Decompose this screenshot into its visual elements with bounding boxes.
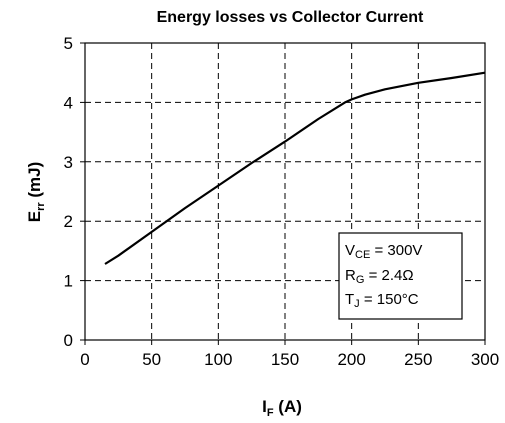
annotation-line-3: TJ = 150°C bbox=[345, 291, 419, 310]
x-axis-ticks: 0 50 100 150 200 250 300 bbox=[80, 340, 499, 369]
y-tick-label: 5 bbox=[64, 34, 73, 53]
x-axis-label-text: IF (A) bbox=[262, 397, 302, 419]
y-axis-ticks: 0 1 2 3 4 5 bbox=[64, 34, 85, 350]
annotation-line-1: VCE = 300V bbox=[345, 242, 422, 261]
y-tick-label: 3 bbox=[64, 153, 73, 172]
x-tick-label: 250 bbox=[404, 350, 432, 369]
x-tick-label: 150 bbox=[271, 350, 299, 369]
chart-title: Energy losses vs Collector Current bbox=[157, 9, 424, 26]
series-line bbox=[104, 71, 486, 265]
x-tick-label: 50 bbox=[142, 350, 161, 369]
y-axis-label: Err (mJ) bbox=[25, 162, 47, 223]
y-tick-label: 0 bbox=[64, 331, 73, 350]
y-tick-label: 1 bbox=[64, 272, 73, 291]
annotation-box: VCE = 300V RG = 2.4Ω TJ = 150°C bbox=[338, 232, 463, 320]
y-tick-label: 4 bbox=[64, 93, 73, 112]
x-tick-label: 0 bbox=[80, 350, 89, 369]
x-tick-label: 200 bbox=[337, 350, 365, 369]
y-tick-label: 2 bbox=[64, 212, 73, 231]
annotation-line-2: RG = 2.4Ω bbox=[345, 267, 414, 286]
x-tick-label: 300 bbox=[471, 350, 499, 369]
annotation-frame bbox=[338, 232, 463, 320]
y-axis-label-text: Err (mJ) bbox=[25, 162, 47, 223]
x-axis-label: IF (A) bbox=[262, 397, 302, 419]
x-tick-label: 100 bbox=[204, 350, 232, 369]
